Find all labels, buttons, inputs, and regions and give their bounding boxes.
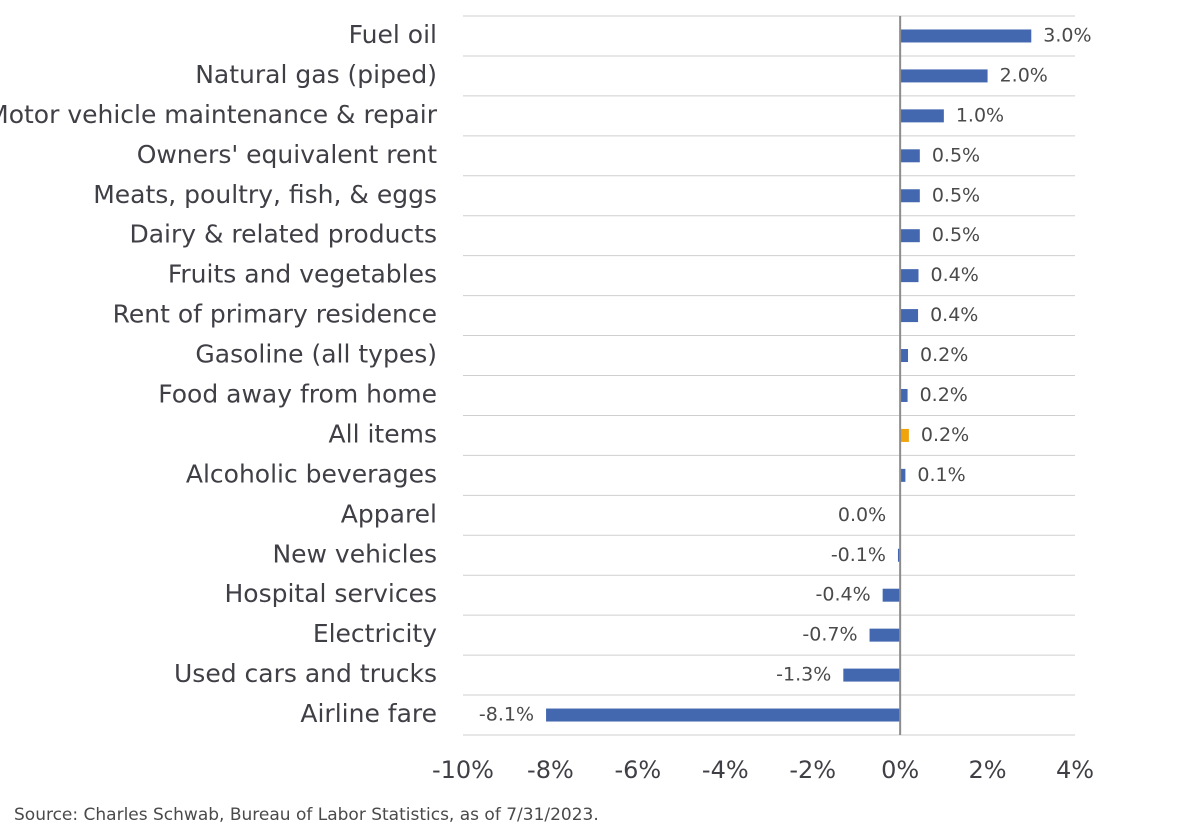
category-label: All items: [329, 419, 437, 448]
bar: [900, 269, 919, 283]
value-label: 0.2%: [921, 424, 969, 446]
bar: [900, 29, 1032, 43]
value-label: 0.2%: [920, 384, 968, 406]
category-label: Food away from home: [158, 379, 437, 408]
x-tick-label: -10%: [432, 756, 494, 784]
value-label: -0.1%: [831, 544, 886, 566]
category-label: Fuel oil: [349, 20, 437, 49]
category-label: Meats, poultry, fish, & eggs: [93, 180, 437, 209]
source-note: Source: Charles Schwab, Bureau of Labor …: [14, 805, 599, 825]
value-label: -0.7%: [802, 624, 857, 646]
bar: [900, 388, 908, 402]
category-label: Alcoholic beverages: [186, 459, 437, 488]
x-tick-label: 2%: [969, 756, 1007, 784]
bar: [546, 708, 901, 722]
value-label: 1.0%: [956, 104, 1004, 126]
value-label: 2.0%: [1000, 64, 1048, 86]
category-label: Used cars and trucks: [174, 659, 437, 688]
value-label: 0.5%: [932, 224, 980, 246]
category-label: Owners' equivalent rent: [137, 140, 438, 169]
value-label: 0.5%: [932, 144, 980, 166]
value-label: 0.5%: [932, 184, 980, 206]
category-label: Hospital services: [224, 579, 437, 608]
x-tick-label: 4%: [1056, 756, 1094, 784]
value-label: -0.4%: [816, 584, 871, 606]
bar: [900, 189, 920, 203]
value-label: 3.0%: [1043, 24, 1091, 46]
x-tick-label: -6%: [614, 756, 661, 784]
category-label: Airline fare: [300, 699, 437, 728]
bar: [869, 628, 901, 642]
value-label: 0.2%: [920, 344, 968, 366]
category-label: Gasoline (all types): [195, 340, 437, 369]
x-tick-label: -4%: [702, 756, 749, 784]
x-tick-label: -2%: [789, 756, 836, 784]
bar: [900, 468, 906, 482]
category-label: Motor vehicle maintenance & repair: [0, 100, 438, 129]
bar: [900, 349, 909, 363]
bar: [900, 229, 920, 243]
category-label: Apparel: [341, 499, 437, 528]
x-tick-label: 0%: [881, 756, 919, 784]
category-label: Dairy & related products: [129, 220, 437, 249]
bar: [843, 668, 901, 682]
bar: [882, 588, 901, 602]
x-tick-label: -8%: [527, 756, 574, 784]
cpi-component-bar-chart: Fuel oil 3.0% Natural gas (piped) 2.0% Motor…: [0, 15, 1094, 784]
value-label: 0.0%: [838, 504, 886, 526]
bar: [897, 548, 901, 562]
value-label: 0.4%: [931, 264, 979, 286]
bar: [900, 309, 919, 323]
bar: [900, 149, 920, 163]
category-label: Rent of primary residence: [113, 300, 437, 329]
category-label: Electricity: [313, 619, 437, 648]
bar: [900, 69, 988, 83]
bar: [900, 428, 909, 442]
category-label: New vehicles: [272, 539, 437, 568]
category-label: Fruits and vegetables: [168, 260, 437, 289]
bar: [900, 109, 944, 123]
category-label: Natural gas (piped): [195, 60, 437, 89]
value-label: 0.4%: [930, 304, 978, 326]
value-label: -8.1%: [479, 704, 534, 726]
value-label: -1.3%: [776, 664, 831, 686]
value-label: 0.1%: [917, 464, 965, 486]
